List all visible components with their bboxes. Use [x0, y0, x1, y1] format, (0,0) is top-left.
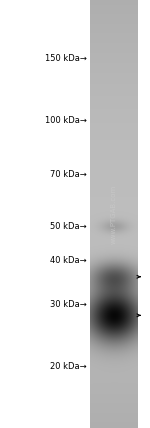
Text: 150 kDa→: 150 kDa→: [45, 54, 87, 62]
Text: 20 kDa→: 20 kDa→: [50, 363, 87, 372]
Text: 40 kDa→: 40 kDa→: [50, 256, 87, 265]
Text: 50 kDa→: 50 kDa→: [50, 222, 87, 231]
Text: 30 kDa→: 30 kDa→: [50, 300, 87, 309]
Text: 70 kDa→: 70 kDa→: [50, 170, 87, 179]
Text: www.PTGAB.com: www.PTGAB.com: [111, 184, 117, 244]
Text: 100 kDa→: 100 kDa→: [45, 116, 87, 125]
Bar: [0, 0, 90, 428]
